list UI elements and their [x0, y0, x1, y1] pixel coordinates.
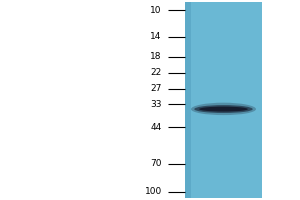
Ellipse shape	[194, 105, 253, 113]
Text: 10: 10	[150, 6, 162, 15]
Ellipse shape	[199, 107, 248, 112]
Text: 44: 44	[151, 123, 162, 132]
Text: 33: 33	[150, 100, 162, 109]
Text: 70: 70	[150, 159, 162, 168]
Ellipse shape	[191, 103, 256, 115]
Text: 14: 14	[150, 32, 162, 41]
Text: 27: 27	[150, 84, 162, 93]
Bar	[185, 2, 191, 198]
Bar	[185, 2, 262, 198]
Text: 18: 18	[150, 52, 162, 61]
Text: 22: 22	[151, 68, 162, 77]
Text: 100: 100	[145, 187, 162, 196]
